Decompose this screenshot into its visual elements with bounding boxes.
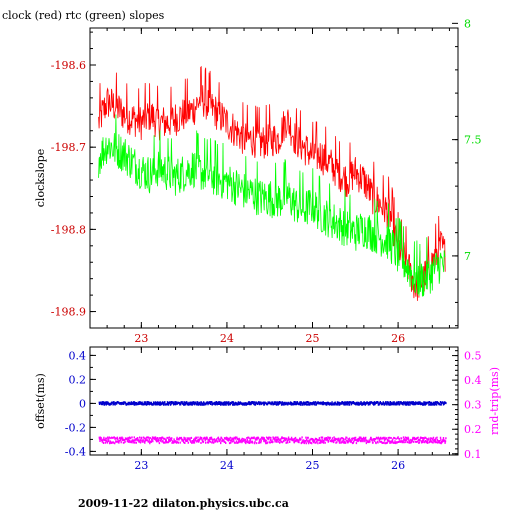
x-tick-label: 24 [220,459,234,472]
y-left-tick-label: 0 [79,397,86,410]
y-left-tick-label: 0.4 [69,349,87,362]
y-axis-label: clockslope [34,149,47,207]
series-dots-offset [98,401,447,406]
y2-axis-label: rnd-trip(ms) [488,367,501,435]
y-right-tick-label: 7 [464,250,471,263]
plot-frame [89,346,459,456]
y-left-tick-label: -198.7 [51,141,86,154]
series-line-clock [98,65,446,301]
x-tick-label: 25 [306,332,320,345]
y-right-tick-label: 0.4 [464,374,482,387]
data-layer [98,401,447,445]
x-tick-label: 26 [391,459,405,472]
y-left-tick-label: -198.8 [51,223,86,236]
y-right-tick-label: 0.1 [464,448,482,461]
x-tick-label: 23 [134,459,148,472]
series-dots-rnd-trip [98,436,447,445]
y-left-tick-label: -0.4 [65,445,86,458]
x-tick-label: 24 [220,332,234,345]
lower-panel: 23 24 25 26 0.4 0.2 0 -0.2 -0.4 0.5 0.4 0.3 0.2 0.1 of… [34,346,501,472]
y-right-tick-label: 0.2 [464,423,482,436]
x-tick-label: 25 [306,459,320,472]
y-right-tick-label: 7.5 [464,134,482,147]
y-right-tick-label: 0.5 [464,350,482,363]
x-tick-label: 26 [391,332,405,345]
y-left-tick-label: -0.2 [65,421,86,434]
data-layer [98,65,446,301]
y-left-tick-label: -198.6 [51,59,86,72]
x-tick-label: 23 [134,332,148,345]
y-right-tick-label: 0.3 [464,399,482,412]
upper-panel: 23 24 25 26 -198.6 -198.7 -198.8 -198.9 7 7.5 8 clo… [34,17,482,345]
footer-text: 2009-11-22 dilaton.physics.ubc.ca [78,497,289,510]
y-right-tick-label: 8 [464,17,471,30]
chart-title: clock (red) rtc (green) slopes [2,9,165,22]
y-axis-label: offset(ms) [34,373,47,429]
y-left-tick-label: 0.2 [69,373,87,386]
plot-frame [89,27,459,329]
series-line-rtc [98,114,446,297]
y-left-tick-label: -198.9 [51,306,86,319]
